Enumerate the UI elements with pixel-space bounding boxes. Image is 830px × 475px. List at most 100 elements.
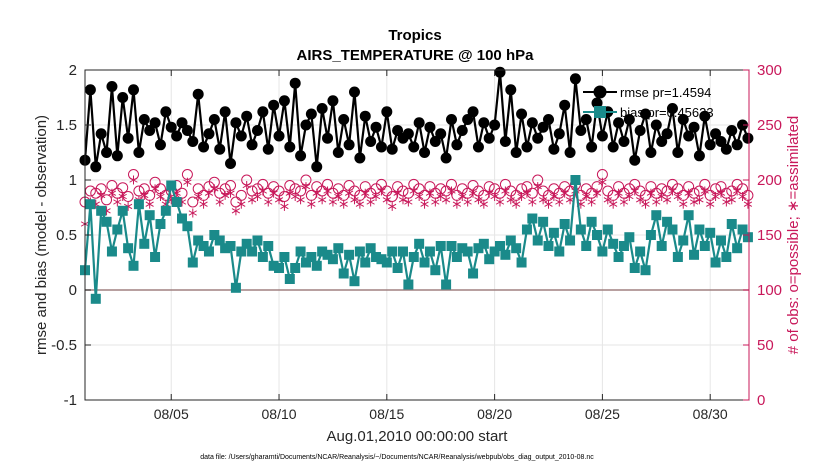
bias-point (155, 219, 166, 229)
rmse-point (251, 125, 263, 136)
bias-point (96, 205, 107, 216)
bias-point (112, 224, 123, 235)
assimilated-obs-marker (598, 177, 607, 187)
rmse-point (311, 161, 323, 173)
asterisk-stroke (237, 201, 246, 207)
asterisk-stroke (538, 197, 548, 203)
rmse-point (359, 110, 371, 122)
rmse-point (101, 147, 113, 158)
assimilated-obs-marker (560, 188, 569, 198)
bias-point (683, 210, 694, 221)
y-axis-label-left: rmse and bias (model - observation) (33, 115, 50, 355)
y-tick-label-right: 250 (757, 117, 782, 134)
bias-point (651, 210, 662, 221)
assimilated-obs-marker (716, 188, 726, 198)
asterisk-stroke (404, 199, 413, 205)
bias-point (592, 230, 603, 240)
asterisk-stroke (409, 188, 418, 194)
bias-point (570, 175, 581, 185)
rmse-point (192, 88, 204, 100)
bias-point (349, 276, 360, 287)
asterisk-stroke (97, 192, 106, 199)
assimilated-obs-marker (269, 188, 278, 198)
rmse-point (564, 147, 576, 158)
assimilated-obs-marker (328, 197, 338, 207)
bias-point (220, 243, 231, 254)
rmse-point (483, 132, 495, 144)
bias-point (613, 252, 624, 262)
rmse-point (462, 114, 474, 125)
bias-point (279, 252, 290, 262)
bias-point (344, 249, 355, 260)
rmse-point (322, 132, 334, 144)
assimilated-obs-marker (361, 188, 370, 198)
assimilated-obs-marker (630, 186, 639, 196)
assimilated-obs-marker (587, 197, 596, 207)
asterisk-stroke (522, 190, 532, 196)
bias-point (618, 241, 629, 251)
bias-point (710, 257, 721, 268)
assimilated-obs-marker (107, 188, 117, 198)
bias-point (252, 235, 263, 246)
rmse-point (386, 143, 398, 155)
asterisk-stroke (231, 208, 241, 214)
asterisk-stroke (199, 201, 208, 207)
assimilated-obs-marker (490, 192, 499, 201)
asterisk-stroke (269, 190, 278, 196)
asterisk-stroke (619, 199, 629, 205)
asterisk-stroke (350, 197, 359, 203)
rmse-point (634, 125, 646, 136)
bias-point (532, 235, 543, 246)
y-tick-label-left: -1 (64, 392, 77, 409)
asterisk-stroke (215, 199, 224, 205)
bias-point (306, 252, 317, 262)
assimilated-obs-marker (339, 199, 348, 209)
bias-point (236, 246, 247, 257)
bias-point (678, 235, 689, 246)
bias-point (376, 254, 387, 265)
asterisk-stroke (220, 192, 230, 199)
assimilated-obs-marker (463, 197, 472, 207)
bias-point (575, 224, 586, 235)
rmse-point (591, 97, 603, 109)
assimilated-obs-marker (528, 197, 537, 207)
bias-point (565, 235, 576, 246)
assimilated-obs-marker (506, 195, 515, 205)
rmse-point (95, 128, 107, 140)
bias-point (160, 205, 171, 216)
assimilated-obs-marker (140, 190, 149, 200)
bias-point (505, 235, 516, 246)
y-tick-label-right: 150 (757, 227, 782, 244)
bias-point (225, 241, 236, 251)
bias-point (187, 257, 198, 268)
bias-point (360, 257, 371, 268)
y-tick-label-left: 0 (69, 282, 77, 299)
bias-point (371, 252, 382, 262)
asterisk-stroke (113, 199, 122, 205)
rmse-point (187, 136, 199, 147)
data-file-footer: data file: /Users/gharamti/Documents/NCA… (200, 454, 594, 461)
asterisk-stroke (425, 190, 435, 196)
assimilated-obs-marker (582, 192, 591, 201)
rmse-point (106, 81, 118, 92)
bias-point (365, 243, 376, 254)
bias-point (495, 241, 505, 251)
assimilated-obs-marker (312, 188, 321, 198)
rmse-point (445, 114, 457, 125)
legend-bias-label: bias pr=0.45623 (620, 105, 714, 120)
assimilated-obs-marker (188, 208, 197, 218)
bias-point (689, 249, 700, 260)
asterisk-stroke (706, 201, 715, 207)
rmse-point (273, 130, 285, 142)
assimilated-obs-marker (393, 188, 402, 198)
bias-point (85, 199, 96, 210)
bias-point (468, 268, 479, 279)
assimilated-obs-marker (301, 182, 311, 192)
assimilated-obs-marker (555, 197, 564, 207)
assimilated-obs-marker (662, 195, 672, 205)
asterisk-stroke (743, 201, 753, 207)
rmse-point (699, 110, 711, 122)
assimilated-obs-marker (274, 195, 284, 205)
bias-point (128, 260, 139, 271)
